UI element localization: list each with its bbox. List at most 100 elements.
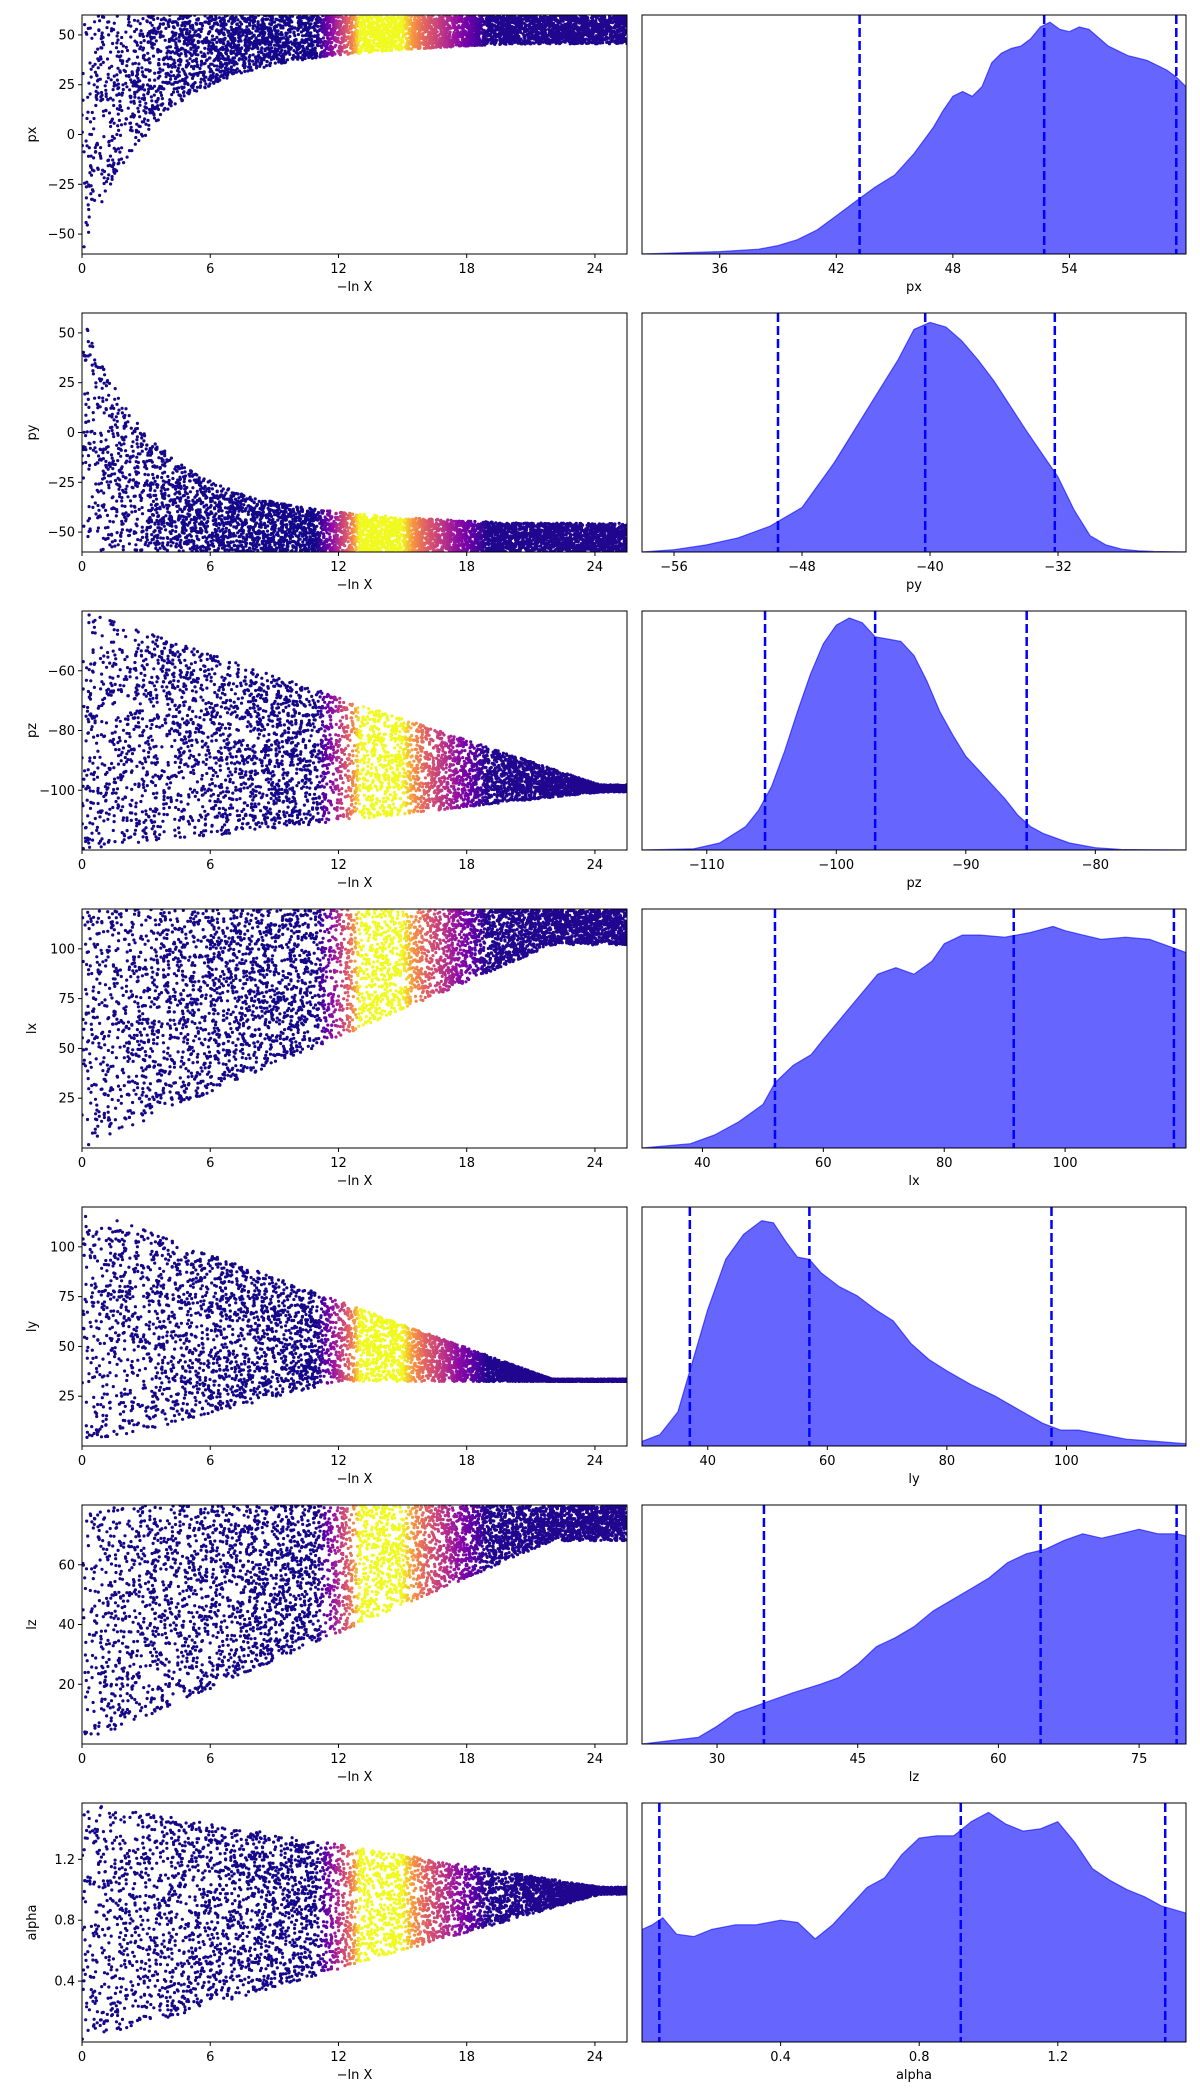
trace-point <box>178 27 182 31</box>
trace-point <box>169 74 173 78</box>
trace-point <box>88 92 92 96</box>
trace-point <box>264 64 269 68</box>
trace-point <box>233 56 237 60</box>
trace-point <box>102 114 106 118</box>
trace-point <box>151 54 156 58</box>
trace-point <box>152 113 156 117</box>
trace-point <box>296 32 300 37</box>
trace-point <box>211 73 215 77</box>
trace-point <box>129 125 133 129</box>
trace-point <box>169 45 173 49</box>
trace-point <box>85 180 89 184</box>
trace-point <box>125 64 129 68</box>
trace-point <box>344 38 348 42</box>
trace-point <box>221 63 225 67</box>
trace-point <box>196 53 200 57</box>
trace-point <box>268 55 272 59</box>
trace-point <box>156 30 160 34</box>
trace-point <box>94 93 98 97</box>
trace-point <box>153 78 157 82</box>
trace-point <box>254 15 258 19</box>
trace-point <box>250 31 254 35</box>
trace-point <box>192 38 196 42</box>
trace-point <box>102 181 106 186</box>
trace-point <box>84 220 88 225</box>
trace-point <box>361 15 365 19</box>
trace-point <box>116 124 120 128</box>
trace-point <box>211 24 215 28</box>
trace-point <box>273 61 277 65</box>
trace-point <box>127 57 131 61</box>
trace-point <box>101 97 105 101</box>
trace-point <box>172 87 176 91</box>
trace-point <box>120 35 124 40</box>
trace-point <box>128 88 132 92</box>
trace-point <box>173 61 177 65</box>
trace-point <box>161 68 165 72</box>
trace-point <box>94 50 98 55</box>
trace-point <box>208 40 212 44</box>
trace-point <box>250 68 254 72</box>
trace-point <box>92 169 96 173</box>
trace-point <box>89 192 93 196</box>
trace-point <box>121 59 125 63</box>
trace-point <box>133 49 137 54</box>
trace-point <box>134 27 139 31</box>
trace-point <box>188 51 192 55</box>
trace-point <box>262 65 266 69</box>
trace-point <box>150 23 154 27</box>
trace-point <box>247 43 252 47</box>
trace-point <box>261 17 265 21</box>
trace-point <box>124 74 128 78</box>
trace-point <box>315 54 319 58</box>
trace-point <box>188 30 192 34</box>
trace-point <box>178 16 182 21</box>
trace-point <box>148 78 152 82</box>
trace-point <box>397 32 401 36</box>
trace-point <box>135 43 139 47</box>
trace-point <box>232 63 236 67</box>
trace-point <box>159 18 163 22</box>
trace-point <box>129 24 133 28</box>
trace-point <box>273 29 277 33</box>
trace-point <box>441 15 445 19</box>
trace-point <box>199 80 203 84</box>
trace-point <box>287 24 292 28</box>
trace-point <box>146 118 150 122</box>
trace-point <box>144 110 148 114</box>
trace-point <box>158 67 162 71</box>
trace-point <box>95 97 99 101</box>
trace-point <box>215 73 219 77</box>
trace-point <box>110 138 114 142</box>
trace-point <box>86 95 90 99</box>
trace-point <box>140 134 145 138</box>
trace-point <box>240 15 244 18</box>
trace-point <box>138 22 142 26</box>
trace-point <box>86 203 90 207</box>
trace-point <box>290 15 295 18</box>
trace-point <box>340 49 344 53</box>
trace-point <box>130 149 134 153</box>
trace-point <box>179 52 183 56</box>
trace-point <box>203 86 207 90</box>
trace-point <box>214 45 218 49</box>
trace-point <box>197 27 201 32</box>
trace-point <box>316 44 320 48</box>
trace-point <box>132 113 136 117</box>
trace-point <box>210 51 214 55</box>
trace-point <box>185 27 189 32</box>
trace-point <box>196 17 200 21</box>
trace-point <box>226 55 230 59</box>
trace-point <box>172 58 176 62</box>
trace-point <box>87 215 91 219</box>
trace-point <box>192 59 196 63</box>
trace-point <box>110 117 114 121</box>
trace-point <box>132 79 136 83</box>
trace-point <box>243 64 247 68</box>
trace-point <box>117 161 121 165</box>
trace-point <box>192 64 197 68</box>
trace-point <box>177 74 181 78</box>
trace-point <box>260 51 264 55</box>
trace-point <box>119 123 124 127</box>
trace-point <box>89 67 93 71</box>
